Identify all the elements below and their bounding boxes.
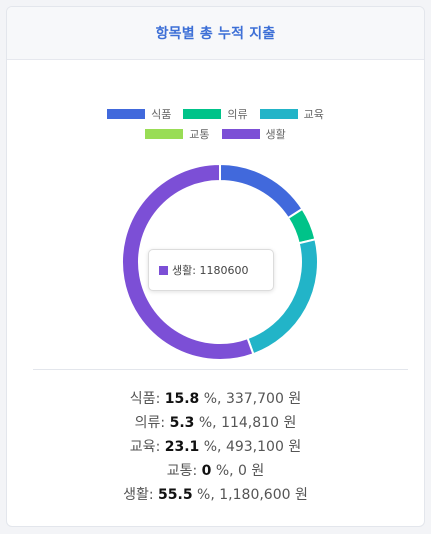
stat-percent: 15.8 [164,391,200,407]
chart-legend: 식품 의류 교육 교통 생활 [7,107,424,141]
stat-percent: 55.5 [158,487,193,503]
legend-swatch [183,109,222,119]
legend-label: 식품 [151,108,172,121]
legend-label: 생활 [265,128,286,141]
stat-amount-unit: 원 [288,391,302,407]
card-title: 항목별 총 누적 지출 [155,26,276,42]
doughnut-slice-living[interactable] [121,162,255,361]
doughnut-slice-food[interactable] [219,162,304,220]
stat-row: 교통: 0 %, 0 원 [166,463,265,479]
legend-swatch [107,109,146,119]
card-header: 항목별 총 누적 지출 [7,7,424,60]
stat-percent: 5.3 [169,415,195,431]
stat-amount: 0 [238,463,247,479]
stat-row: 교육: 23.1 %, 493,100 원 [129,439,302,455]
stat-name: 교통 [166,463,193,479]
tooltip-separator: : [192,263,200,277]
stat-row: 생활: 55.5 %, 1,180,600 원 [123,487,308,503]
stat-amount-unit: 원 [294,487,308,503]
stat-percent-unit: % [198,415,213,431]
stat-percent: 23.1 [164,439,200,455]
legend-swatch [221,129,260,139]
stat-amount-unit: 원 [251,463,265,479]
doughnut-chart [121,162,319,361]
legend-item-transport[interactable]: 교통 [145,127,210,141]
legend-item-clothing[interactable]: 의류 [183,107,248,121]
tooltip-label: 생활 [172,264,193,277]
tooltip-swatch [159,265,168,275]
stat-amount: 114,810 [221,415,279,431]
stat-percent-unit: % [203,439,218,455]
legend-item-food[interactable]: 식품 [107,107,171,121]
legend-item-living[interactable]: 생활 [221,127,286,141]
legend-label: 교육 [303,108,324,121]
stat-percent-unit: % [197,487,211,503]
stat-percent-unit: % [215,463,230,479]
stat-name: 교육 [129,439,156,455]
stat-amount: 493,100 [225,439,284,455]
tooltip-value: 1180600 [199,263,249,277]
chart-tooltip: 생활: 1180600 [148,249,274,291]
stat-percent: 0 [201,463,212,479]
divider [33,369,408,370]
stat-name: 생활 [123,487,149,503]
stat-name: 의류 [134,415,161,431]
legend-item-education[interactable]: 교육 [259,107,324,121]
stat-row: 식품: 15.8 %, 337,700 원 [129,391,302,407]
stat-row: 의류: 5.3 %, 114,810 원 [134,415,297,431]
stats-list: 식품: 15.8 %, 337,700 원 의류: 5.3 %, 114,810… [7,387,424,507]
stat-amount: 337,700 [225,391,284,407]
stat-name: 식품 [129,391,156,407]
stat-amount-unit: 원 [283,415,297,431]
stat-amount: 1,180,600 [219,487,291,503]
legend-label: 교통 [189,128,210,141]
stat-amount-unit: 원 [288,439,302,455]
expense-card: 항목별 총 누적 지출 식품 의류 교육 교통 생활 생활: 1180600 [6,6,425,527]
legend-swatch [145,129,184,139]
stat-percent-unit: % [203,391,218,407]
legend-swatch [259,109,298,119]
legend-label: 의류 [227,108,248,121]
